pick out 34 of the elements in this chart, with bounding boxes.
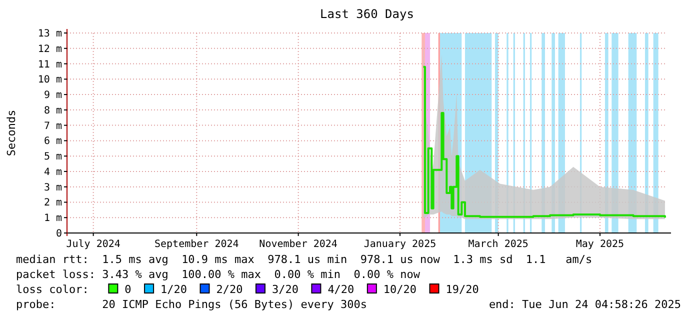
y-axis-title: Seconds: [5, 110, 18, 156]
legend-label: 4/20: [328, 283, 354, 296]
text: probe: 20 ICMP Echo Pings (56 Bytes) every 300s: [16, 298, 367, 311]
y-tick-label: 1 m: [44, 213, 62, 224]
text: end: Tue Jun 24 04:58:26 2025: [488, 298, 681, 311]
y-tick-label: 7 m: [44, 120, 62, 132]
legend-label: 10/20: [383, 283, 417, 296]
legend-label: 19/20: [446, 283, 479, 296]
y-tick-label: 0: [56, 228, 62, 240]
x-tick-label: July 2024: [66, 239, 120, 250]
y-tick-label: 3 m: [44, 182, 62, 194]
y-tick-label: 10 m: [38, 74, 62, 86]
x-tick-label: January 2025: [364, 239, 436, 250]
y-tick-label: 2 m: [44, 198, 62, 209]
y-tick-label: 9 m: [44, 90, 62, 102]
legend-title: loss color:: [16, 283, 89, 296]
legend-label: 3/20: [272, 283, 298, 296]
y-tick-label: 13 m: [38, 28, 62, 40]
y-tick-label: 6 m: [44, 136, 62, 148]
legend-label: 0: [124, 283, 132, 296]
x-tick-label: May 2025: [576, 239, 624, 250]
legend-label: 1/20: [160, 283, 188, 296]
text: packet loss: 3.43 % avg 100.00 % max 0.00 % min 0.00 % now: [16, 268, 420, 281]
x-tick-label: March 2025: [468, 239, 528, 250]
legend-label: 2/20: [216, 283, 243, 296]
chart-title: Last 360 Days: [320, 7, 414, 21]
y-tick-label: 8 m: [44, 105, 62, 116]
y-tick-label: 4 m: [44, 166, 62, 178]
y-tick-label: 11 m: [38, 59, 62, 70]
text: median rtt: 1.5 ms avg 10.9 ms max 978.1 us min 978.1 us now 1.3 ms sd 1.1 am/s: [16, 253, 592, 266]
x-tick-label: September 2024: [154, 239, 239, 250]
y-tick-label: 5 m: [44, 152, 62, 163]
x-tick-label: November 2024: [259, 239, 338, 250]
y-tick-label: 12 m: [38, 44, 62, 55]
